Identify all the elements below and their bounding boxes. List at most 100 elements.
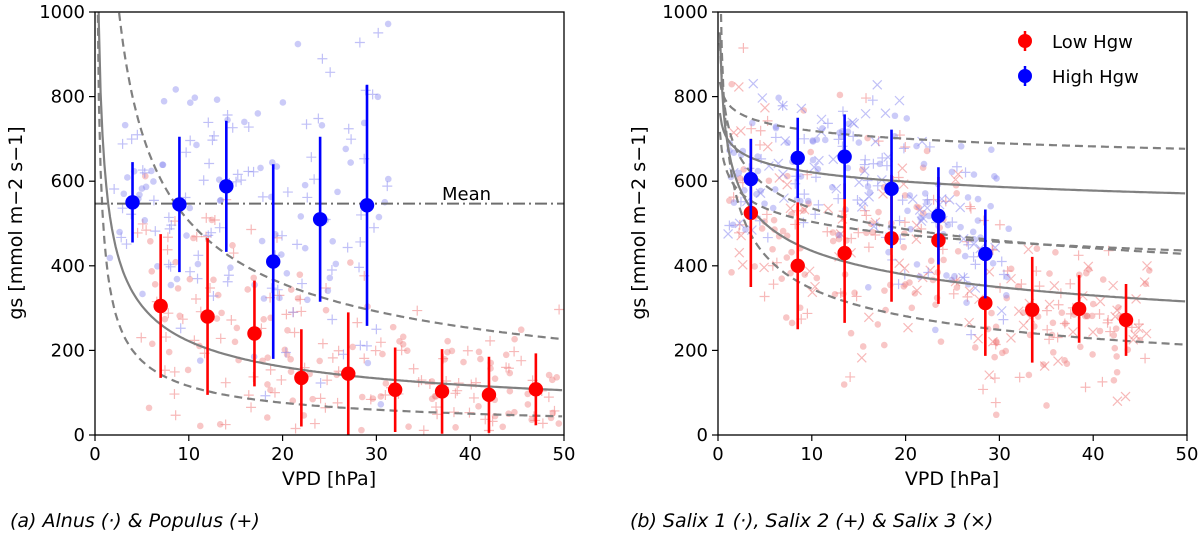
b-scatter-cross bbox=[1039, 361, 1050, 371]
b-scatter-cross bbox=[973, 333, 984, 344]
a-scatter-dot bbox=[154, 262, 161, 270]
b-scatter-plus bbox=[822, 226, 833, 237]
b-scatter-plus bbox=[861, 93, 872, 104]
b-y-tick-label: 400 bbox=[674, 256, 708, 277]
b-scatter-dot bbox=[864, 183, 872, 190]
a-scatter-dot bbox=[329, 237, 336, 245]
a-scatter-plus bbox=[343, 123, 354, 134]
b-scatter-plus bbox=[989, 373, 1000, 384]
b-scatter-dot bbox=[991, 172, 998, 180]
b-scatter-cross bbox=[777, 100, 788, 111]
b-scatter-cross bbox=[912, 285, 922, 296]
b-scatter-cross bbox=[723, 228, 734, 239]
a-scatter-dot bbox=[297, 213, 305, 220]
b-scatter-plus bbox=[833, 134, 844, 145]
b-scatter-cross bbox=[762, 141, 773, 152]
a-scatter-dot bbox=[264, 414, 271, 421]
b-scatter-plus bbox=[746, 123, 757, 134]
a-scatter-dot bbox=[347, 159, 354, 166]
a-scatter-dot bbox=[227, 264, 234, 271]
b-scatter-dot bbox=[729, 221, 737, 229]
b-scatter-cross bbox=[903, 322, 913, 333]
a-scatter-dot bbox=[377, 401, 385, 408]
b-scatter-cross bbox=[813, 155, 824, 166]
b-scatter-cross bbox=[831, 183, 842, 194]
b-scatter-dot bbox=[991, 353, 998, 361]
a-scatter-dot bbox=[165, 348, 173, 356]
a-scatter-dot bbox=[233, 324, 241, 332]
b-scatter-cross bbox=[1133, 323, 1144, 334]
a-scatter-dot bbox=[217, 196, 225, 204]
b-scatter-dot bbox=[1089, 351, 1096, 358]
b-marker-high bbox=[790, 150, 805, 166]
a-scatter-plus bbox=[342, 242, 353, 253]
b-scatter-cross bbox=[1108, 280, 1119, 291]
b-scatter-plus bbox=[960, 167, 971, 178]
a-scatter-plus bbox=[382, 181, 393, 192]
b-scatter-cross bbox=[944, 194, 955, 205]
b-scatter-plus bbox=[965, 203, 976, 214]
b-scatter-plus bbox=[996, 256, 1007, 267]
b-scatter-plus bbox=[1094, 309, 1105, 320]
a-scatter-dot bbox=[524, 401, 532, 408]
b-axes-frame bbox=[717, 11, 1188, 436]
a-curve-low_fit bbox=[97, 12, 563, 392]
a-marker-low bbox=[294, 370, 309, 386]
a-scatter-plus bbox=[290, 423, 301, 434]
b-scatter-cross bbox=[953, 169, 964, 180]
a-marker-low bbox=[247, 326, 262, 341]
a-scatter-dot bbox=[349, 343, 356, 351]
b-scatter-cross bbox=[1044, 299, 1055, 310]
a-scatter-dot bbox=[444, 348, 451, 356]
b-y-tick-label: 800 bbox=[674, 87, 708, 108]
b-scatter-dot bbox=[1084, 312, 1091, 320]
b-scatter-plus bbox=[998, 269, 1009, 280]
a-scatter-plus bbox=[257, 191, 268, 202]
b-scatter-dot bbox=[993, 175, 1000, 182]
b-scatter-dot bbox=[748, 119, 756, 127]
b-scatter-plus bbox=[867, 95, 878, 106]
a-scatter-plus bbox=[549, 405, 560, 416]
b-scatter-cross bbox=[755, 188, 766, 199]
a-scatter-plus bbox=[246, 402, 257, 413]
a-scatter-plus bbox=[209, 214, 220, 225]
a-scatter-plus bbox=[432, 409, 443, 420]
a-scatter-dot bbox=[186, 204, 194, 212]
b-scatter-dot bbox=[1099, 276, 1107, 283]
a-scatter-plus bbox=[296, 306, 307, 317]
b-scatter-dot bbox=[1112, 325, 1120, 332]
b-scatter-dot bbox=[921, 190, 929, 197]
a-scatter-dot bbox=[301, 244, 309, 252]
a-scatter-plus bbox=[361, 340, 372, 351]
b-scatter-plus bbox=[759, 291, 770, 302]
b-scatter-dot bbox=[813, 274, 821, 282]
a-scatter-dot bbox=[347, 259, 354, 266]
a-scatter-plus bbox=[220, 377, 231, 388]
b-y-tick-label: 0 bbox=[697, 425, 708, 446]
a-scatter-plus bbox=[236, 175, 247, 186]
a-scatter-plus bbox=[215, 333, 226, 344]
b-x-tick-label: 20 bbox=[894, 444, 917, 465]
a-scatter-dot bbox=[377, 393, 385, 400]
b-scatter-dot bbox=[987, 146, 995, 153]
a-scatter-dot bbox=[254, 110, 262, 117]
a-scatter-dot bbox=[186, 275, 194, 283]
b-scatter-cross bbox=[1006, 332, 1016, 343]
b-scatter-plus bbox=[994, 219, 1005, 230]
a-scatter-dot bbox=[136, 191, 143, 199]
a-scatter-dot bbox=[194, 260, 202, 268]
a-scatter-plus bbox=[246, 224, 257, 235]
a-scatter-plus bbox=[201, 212, 212, 223]
b-scatter-dot bbox=[900, 243, 907, 251]
b-scatter-dot bbox=[974, 217, 982, 224]
b-scatter-dot bbox=[953, 284, 961, 291]
a-scatter-plus bbox=[266, 283, 277, 294]
a-scatter-plus bbox=[332, 397, 343, 408]
b-scatter-plus bbox=[1105, 326, 1116, 337]
a-y-tick-label: 800 bbox=[51, 87, 85, 108]
b-scatter-dot bbox=[1063, 360, 1071, 368]
b-scatter-dot bbox=[904, 207, 911, 215]
a-scatter-dot bbox=[264, 354, 272, 361]
b-scatter-cross bbox=[955, 202, 966, 213]
b-scatter-plus bbox=[872, 180, 883, 191]
